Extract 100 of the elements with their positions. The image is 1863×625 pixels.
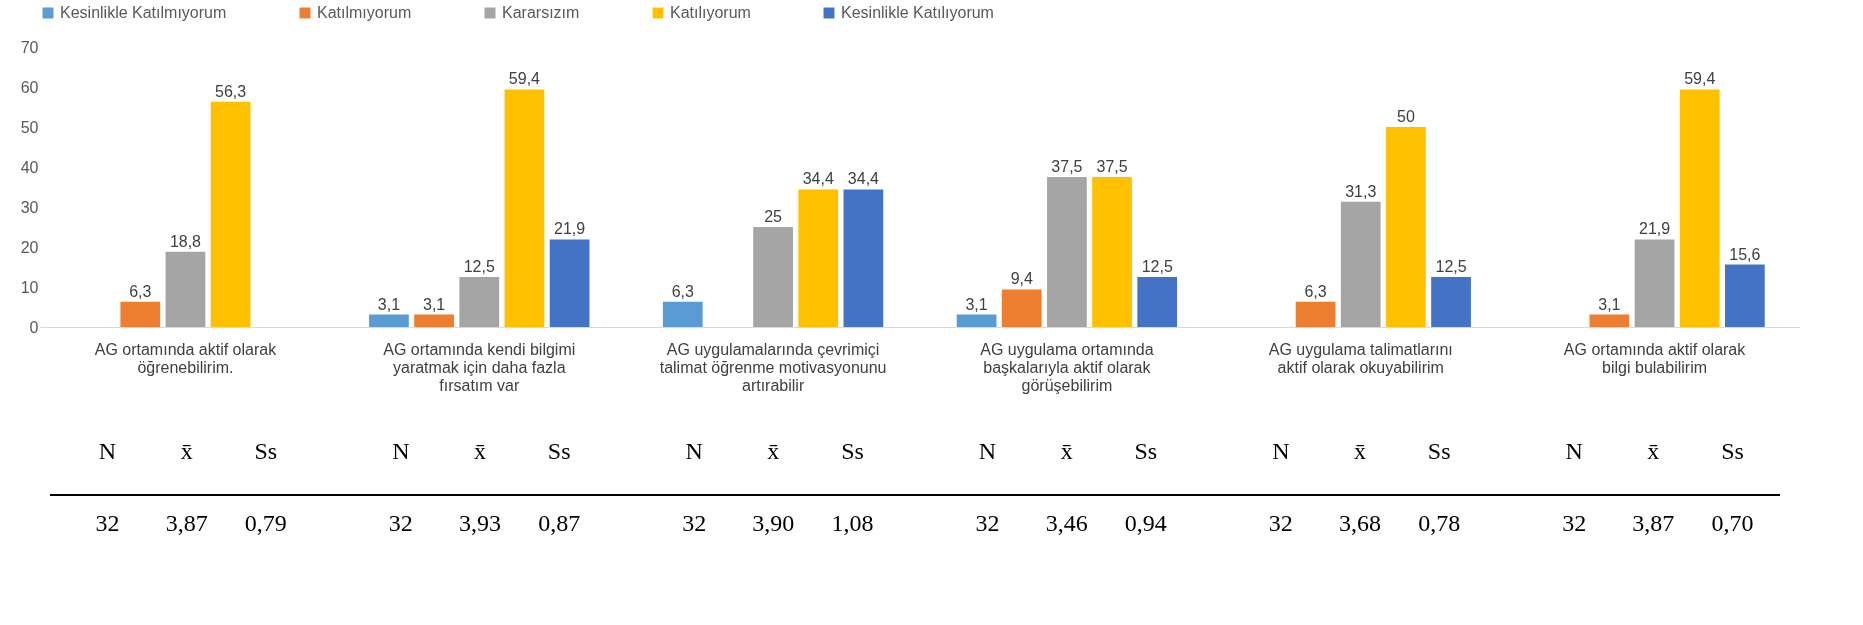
text: x̄ [1060, 437, 1073, 464]
data-label: 25 [764, 208, 783, 225]
bar [753, 227, 793, 327]
text: 0,79 [244, 510, 287, 537]
text: N [1565, 437, 1583, 464]
y-tick-label: 50 [20, 118, 39, 136]
bar [662, 301, 703, 327]
data-label: 21,9 [554, 220, 586, 238]
data-label: 3,1 [377, 295, 401, 313]
x-tick-label: AG ortamında kendi bilgimi yaratmak için daha fazla fırsatım var [383, 340, 576, 394]
bar [1340, 201, 1381, 327]
data-label: 3,1 [1598, 295, 1621, 313]
x-tick-label: AG uygulama ortamında başkalarıyla aktif olarak görüşebilirim [980, 340, 1154, 394]
y-tick-label: 20 [20, 238, 39, 256]
bar [1386, 127, 1426, 327]
text: 32 [975, 510, 1000, 537]
text: 0,70 [1711, 510, 1754, 537]
bar [459, 277, 500, 327]
text: Ss [1721, 437, 1744, 464]
data-label: 12,5 [1435, 258, 1467, 275]
y-tick-label: 10 [20, 278, 39, 296]
bar [1295, 301, 1336, 327]
text: N [392, 437, 410, 464]
bar [120, 301, 161, 327]
text: 0,78 [1418, 510, 1461, 537]
data-label: 15,6 [1729, 245, 1761, 263]
data-label: 18,8 [169, 232, 202, 250]
legend-label: Kesinlikle Katılmıyorum [60, 4, 227, 21]
text: N [685, 437, 703, 464]
bar [956, 314, 997, 327]
data-label: 37,5 [1051, 158, 1083, 175]
text: x̄ [474, 437, 486, 464]
data-label: 34,4 [802, 170, 834, 188]
data-label: 56,3 [215, 82, 247, 100]
text: N [978, 437, 997, 464]
bar [1725, 264, 1765, 327]
text: 0,94 [1124, 510, 1167, 537]
data-label: 6,3 [129, 282, 152, 300]
bar [369, 314, 409, 327]
data-label: 34,4 [847, 170, 880, 188]
text: x̄ [1647, 437, 1660, 464]
x-tick-label: AG uygulama talimatlarını aktif olarak okuyabilirim [1268, 340, 1453, 376]
bar [843, 189, 884, 327]
legend-label: Katılıyorum [670, 4, 751, 21]
data-label: 3,1 [422, 295, 446, 313]
text: 3,90 [752, 510, 795, 537]
text: x̄ [767, 437, 780, 464]
text: Ss [254, 437, 278, 464]
y-tick-label: 70 [20, 38, 39, 56]
data-label: 59,4 [508, 70, 541, 88]
bar [210, 101, 251, 327]
text: 3,46 [1045, 510, 1088, 537]
data-label: 6,3 [1304, 282, 1327, 300]
bar [1001, 289, 1042, 327]
data-label: 6,3 [671, 282, 694, 300]
text: 32 [95, 510, 120, 537]
data-label: 12,5 [1141, 258, 1173, 275]
text: Ss [1427, 437, 1451, 464]
text: Ss [1134, 437, 1158, 464]
data-label: 31,3 [1345, 182, 1377, 200]
text: Ss [547, 437, 571, 464]
text: 32 [1268, 510, 1293, 537]
legend-label: Kesinlikle Katılıyorum [841, 4, 994, 21]
bar [549, 239, 590, 327]
text: 3,87 [1632, 510, 1675, 537]
data-label: 12,5 [463, 258, 495, 275]
legend-label: Kararsızım [502, 4, 580, 21]
text: N [98, 437, 117, 464]
y-tick-label: 0 [29, 318, 39, 336]
text: 32 [1562, 510, 1587, 537]
y-tick-label: 40 [20, 158, 39, 176]
text: 0,87 [538, 510, 581, 537]
text: Ss [841, 437, 864, 464]
bar [1679, 89, 1720, 327]
text: x̄ [180, 437, 193, 464]
y-tick-label: 30 [20, 198, 39, 216]
bar [1634, 239, 1675, 327]
data-label: 21,9 [1638, 220, 1671, 238]
text: 32 [682, 510, 707, 537]
x-tick-label: AG ortamında aktif olarak öğrenebilirim. [94, 340, 278, 376]
bar [1589, 314, 1630, 327]
bar [414, 314, 454, 327]
bar [1431, 277, 1471, 327]
bar [504, 89, 545, 327]
text: N [1272, 437, 1290, 464]
bar [165, 251, 206, 327]
x-tick-label: AG ortamında aktif olarak bilgi bulabilirim [1563, 340, 1747, 376]
data-label: 50 [1396, 108, 1415, 125]
text: 3,93 [459, 510, 501, 537]
data-label: 37,5 [1096, 158, 1128, 175]
legend-label: Katılmıyorum [317, 4, 412, 21]
bar [1047, 177, 1087, 327]
bar [1092, 177, 1132, 327]
data-label: 3,1 [965, 295, 988, 313]
bar [798, 189, 839, 327]
data-label: 59,4 [1684, 70, 1716, 88]
text: x̄ [1354, 437, 1366, 464]
bar [1137, 277, 1178, 327]
text: 3,68 [1339, 510, 1381, 537]
x-tick-label: AG uygulamalarında çevrimiçi talimat öğrenme motivasyonunu artırabilir [659, 340, 887, 394]
